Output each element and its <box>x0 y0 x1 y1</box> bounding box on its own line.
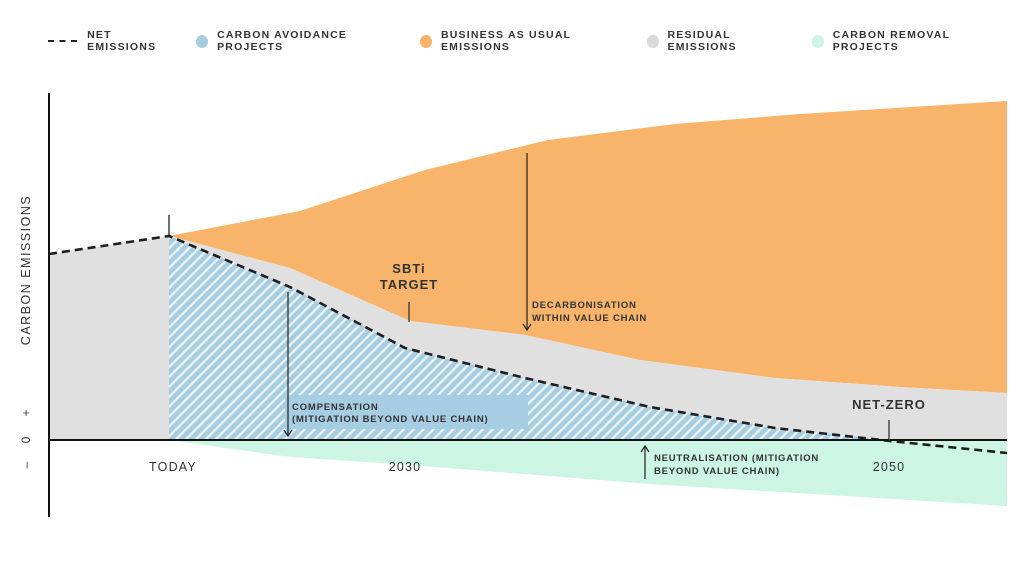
legend-avoidance: CARBON AVOIDANCE PROJECTS <box>196 29 400 53</box>
blue-dot-icon <box>196 34 209 48</box>
compensation-label-2: (MITIGATION BEYOND VALUE CHAIN) <box>292 414 489 425</box>
legend-net-emissions: NET EMISSIONS <box>48 29 176 53</box>
sbti-label-2: TARGET <box>380 277 438 292</box>
y-zero: 0 <box>19 436 33 443</box>
bau-area <box>169 101 1007 393</box>
x-label-2030: 2030 <box>389 460 422 474</box>
legend-removal: CARBON REMOVAL PROJECTS <box>811 29 1004 53</box>
y-minus: – <box>19 461 33 468</box>
legend-label: CARBON REMOVAL PROJECTS <box>832 29 951 53</box>
netzero-label: NET-ZERO <box>852 397 926 412</box>
y-plus: + <box>19 409 33 416</box>
legend-label: RESIDUAL EMISSIONS <box>667 29 737 53</box>
x-label-2050: 2050 <box>873 460 906 474</box>
dashed-line-icon <box>48 40 78 42</box>
decarbonisation-arrow-icon <box>522 153 532 332</box>
decarb-label-2: WITHIN VALUE CHAIN <box>532 313 647 324</box>
green-dot-icon <box>811 34 824 48</box>
compensation-label-box <box>285 395 528 429</box>
orange-dot-icon <box>420 34 432 48</box>
residual-area <box>169 236 1007 440</box>
compensation-label: COMPENSATION <box>292 402 378 413</box>
legend-label: CARBON AVOIDANCE PROJECTS <box>217 29 348 53</box>
removal-area <box>169 440 1007 506</box>
y-axis-label: CARBON EMISSIONS <box>19 195 33 345</box>
decarb-label: DECARBONISATION <box>532 300 637 311</box>
legend: NET EMISSIONS CARBON AVOIDANCE PROJECTS … <box>48 29 1024 53</box>
net-emissions-line <box>48 234 1008 455</box>
sbti-label: SBTi <box>392 261 425 276</box>
neutralisation-label: NEUTRALISATION (MITIGATION <box>654 453 819 464</box>
legend-bau: BUSINESS AS USUAL EMISSIONS <box>420 29 627 53</box>
compensation-arrow-icon <box>283 292 293 438</box>
neutralisation-label-2: BEYOND VALUE CHAIN) <box>654 466 780 477</box>
legend-residual: RESIDUAL EMISSIONS <box>646 29 792 53</box>
residual-area-left <box>49 236 169 440</box>
grey-dot-icon <box>646 34 659 48</box>
neutralisation-arrow-icon <box>640 444 650 479</box>
legend-label: BUSINESS AS USUAL EMISSIONS <box>440 29 572 53</box>
legend-label: NET EMISSIONS <box>87 29 157 53</box>
x-label-today: TODAY <box>149 460 197 474</box>
avoidance-area <box>169 236 890 440</box>
